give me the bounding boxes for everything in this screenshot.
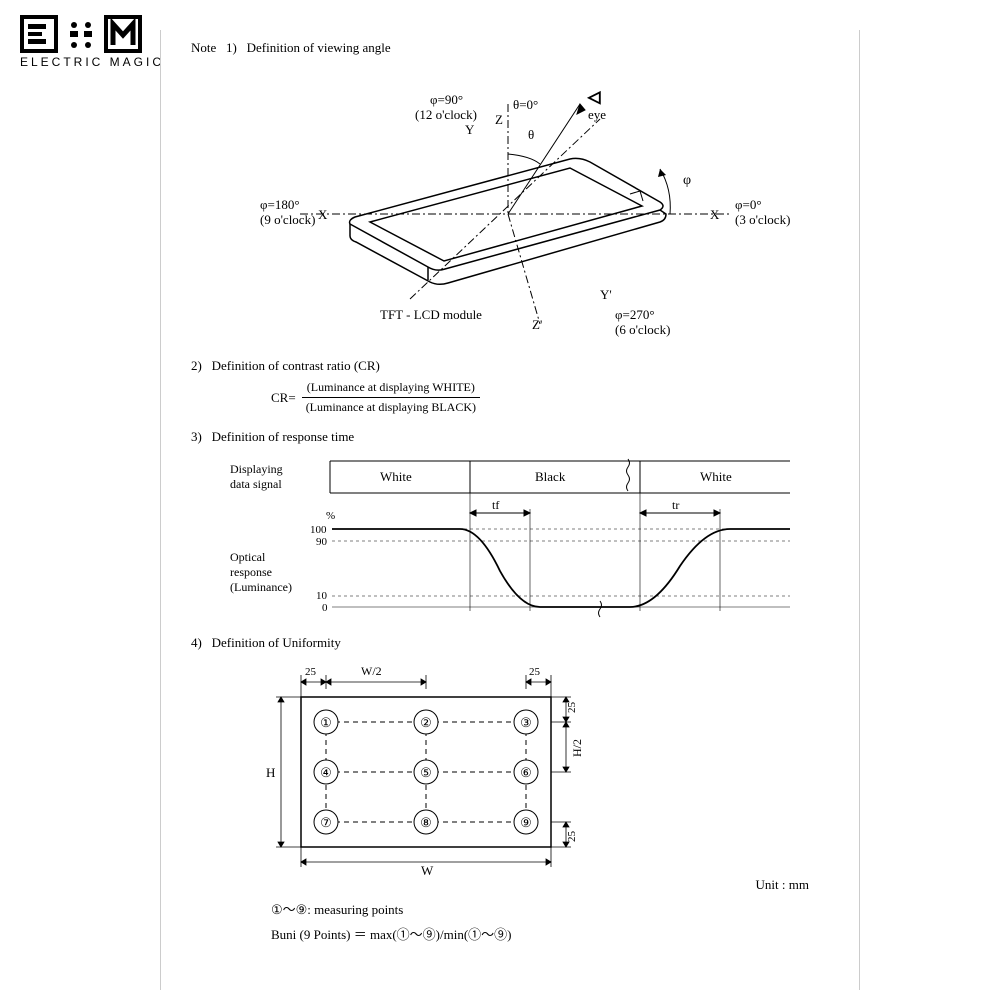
section2-title: Definition of contrast ratio (CR) [212, 358, 380, 373]
section1-title: Definition of viewing angle [247, 40, 391, 55]
module-label: TFT - LCD module [380, 307, 482, 322]
theta0-label: θ=0° [513, 97, 538, 112]
section3-header: 3) Definition of response time [191, 429, 829, 445]
p90-label: 90 [316, 536, 328, 548]
logo-icons [20, 15, 164, 53]
response-time-diagram: Displaying data signal White Black White… [210, 451, 810, 621]
section4-header: 4) Definition of Uniformity [191, 635, 829, 651]
pt7: ⑦ [320, 815, 332, 830]
clock12-label: (12 o'clock) [415, 107, 477, 122]
phi270-label: φ=270° [615, 307, 655, 322]
y-label: Y [465, 122, 475, 137]
signal-label2: data signal [230, 477, 282, 491]
cr-numerator: (Luminance at displaying WHITE) [302, 380, 480, 398]
pt2: ② [420, 715, 432, 730]
p100-label: 100 [310, 524, 327, 536]
phi180-label: φ=180° [260, 197, 300, 212]
section1-num: 1) [226, 40, 237, 55]
logo-e [20, 15, 58, 53]
uniformity-diagram: ① ② ③ ④ ⑤ ⑥ ⑦ ⑧ ⑨ 25 W/2 25 25 H/2 [231, 657, 651, 877]
optical1: Optical [230, 550, 266, 564]
cr-formula: CR= (Luminance at displaying WHITE) (Lum… [271, 380, 829, 415]
buni-formula: Buni (9 Points) ＝ max(①～⑨)/min(①～⑨) [271, 924, 829, 943]
pt1: ① [320, 715, 332, 730]
h-label: H [266, 765, 275, 780]
z-label: Z [495, 112, 503, 127]
x-right-label: X [710, 207, 720, 222]
section1-header: Note 1) Definition of viewing angle [191, 40, 829, 56]
p10-label: 10 [316, 590, 328, 602]
whalf: W/2 [361, 664, 382, 678]
x-left-label: X [318, 207, 328, 222]
theta-label: θ [528, 127, 534, 142]
phi0-label: φ=0° [735, 197, 762, 212]
phi90-label: φ=90° [430, 92, 463, 107]
d25-r2: 25 [566, 831, 578, 843]
clock3-label: (3 o'clock) [735, 212, 790, 227]
hhalf: H/2 [570, 739, 584, 757]
cr-denominator: (Luminance at displaying BLACK) [302, 398, 480, 415]
cr-fraction: (Luminance at displaying WHITE) (Luminan… [302, 380, 480, 415]
brand-logo: ELECTRIC MAGIC [20, 15, 164, 69]
white1-label: White [380, 469, 412, 484]
tr-label: tr [672, 498, 679, 512]
section3-num: 3) [191, 429, 202, 444]
w-label: W [421, 863, 434, 877]
clock9-label: (9 o'clock) [260, 212, 315, 227]
note-label: Note [191, 40, 216, 55]
d25-tr: 25 [529, 666, 541, 678]
d25-tl: 25 [305, 666, 317, 678]
logo-subtitle: ELECTRIC MAGIC [20, 55, 164, 69]
eye-label: eye [588, 107, 606, 122]
section4-title: Definition of Uniformity [212, 635, 341, 650]
p0-label: 0 [322, 602, 328, 614]
section2-header: 2) Definition of contrast ratio (CR) [191, 358, 829, 374]
section4-num: 4) [191, 635, 202, 650]
clock6-label: (6 o'clock) [615, 322, 670, 337]
cr-label: CR= [271, 390, 296, 406]
section3-title: Definition of response time [212, 429, 355, 444]
tf-label: tf [492, 498, 499, 512]
percent-label: % [326, 510, 335, 522]
white2-label: White [700, 469, 732, 484]
optical2: response [230, 565, 272, 579]
yprime-label: Y' [600, 287, 612, 302]
measuring-points-note: ①～⑨: measuring points [271, 899, 829, 918]
viewing-angle-diagram: ◁ φ=90° (12 o'clock) Y θ=0° Z θ eye φ=18… [230, 64, 790, 344]
pt3: ③ [520, 715, 532, 730]
zprime-label: Z' [532, 317, 542, 332]
black-label: Black [535, 469, 566, 484]
eye-marker-icon: ◁ [588, 89, 601, 106]
pt9: ⑨ [520, 815, 532, 830]
phi-greek-label: φ [683, 173, 691, 188]
document-page: Note 1) Definition of viewing angle ◁ [160, 30, 860, 990]
logo-amp-icon [62, 15, 100, 53]
pt8: ⑧ [420, 815, 432, 830]
unit-label: Unit : mm [191, 877, 809, 893]
pt6: ⑥ [520, 765, 532, 780]
d25-r1: 25 [566, 702, 578, 714]
logo-m [104, 15, 142, 53]
pt4: ④ [320, 765, 332, 780]
signal-label1: Displaying [230, 462, 283, 476]
section2-num: 2) [191, 358, 202, 373]
optical3: (Luminance) [230, 580, 292, 594]
pt5: ⑤ [420, 765, 432, 780]
